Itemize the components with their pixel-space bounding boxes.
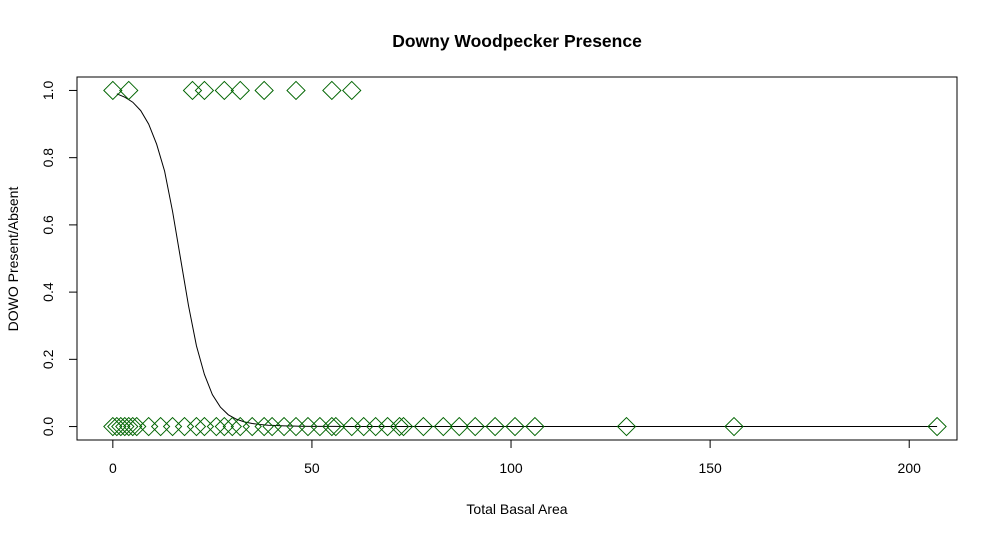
data-point	[123, 416, 143, 437]
data-point	[262, 416, 282, 437]
data-point	[449, 416, 469, 437]
data-point	[206, 416, 227, 437]
chart-title: Downy Woodpecker Presence	[392, 31, 642, 51]
y-tick-label: 0.4	[40, 282, 56, 302]
data-point	[150, 416, 171, 437]
y-tick-label: 0.2	[40, 349, 56, 369]
y-tick-label: 0.0	[40, 417, 56, 437]
data-point	[214, 416, 235, 437]
data-point	[182, 80, 203, 101]
data-point	[465, 416, 485, 437]
data-point	[214, 80, 235, 101]
y-tick-label: 1.0	[40, 81, 56, 101]
x-axis: 0 50 100 150 200	[109, 439, 922, 476]
data-point	[389, 416, 410, 437]
x-tick-label: 50	[304, 460, 320, 476]
data-point	[119, 416, 139, 437]
data-point	[927, 416, 947, 437]
x-axis-label: Total Basal Area	[466, 501, 567, 517]
data-point	[254, 416, 274, 437]
y-axis-label: DOWO Present/Absent	[5, 187, 21, 332]
data-point	[322, 80, 342, 101]
fitted-curve	[116, 93, 938, 428]
data-point	[230, 80, 250, 101]
data-point	[326, 416, 346, 437]
data-points	[103, 80, 947, 437]
x-tick-label: 150	[698, 460, 722, 476]
x-tick-label: 200	[898, 460, 922, 476]
data-point	[194, 416, 215, 437]
x-tick-label: 0	[109, 460, 117, 476]
data-point	[322, 416, 342, 437]
data-point	[505, 416, 525, 437]
data-point	[119, 80, 139, 101]
data-point	[342, 80, 362, 101]
data-point	[103, 80, 123, 101]
data-point	[254, 80, 274, 101]
data-point	[433, 416, 454, 437]
data-point	[616, 416, 637, 437]
data-point	[242, 416, 262, 437]
y-tick-label: 0.6	[40, 215, 56, 235]
data-point	[162, 416, 183, 437]
data-point	[525, 416, 545, 437]
data-point	[186, 416, 207, 437]
data-point	[222, 416, 243, 437]
data-point	[194, 80, 215, 101]
x-tick-label: 100	[499, 460, 523, 476]
data-point	[485, 416, 505, 437]
data-point	[393, 416, 414, 437]
data-point	[286, 80, 306, 101]
data-point	[413, 416, 434, 437]
y-axis: 0.0 0.2 0.4 0.6 0.8 1.0	[40, 81, 78, 437]
data-point	[724, 416, 744, 437]
y-tick-label: 0.8	[40, 148, 56, 168]
data-point	[174, 416, 195, 437]
data-point	[274, 416, 294, 437]
